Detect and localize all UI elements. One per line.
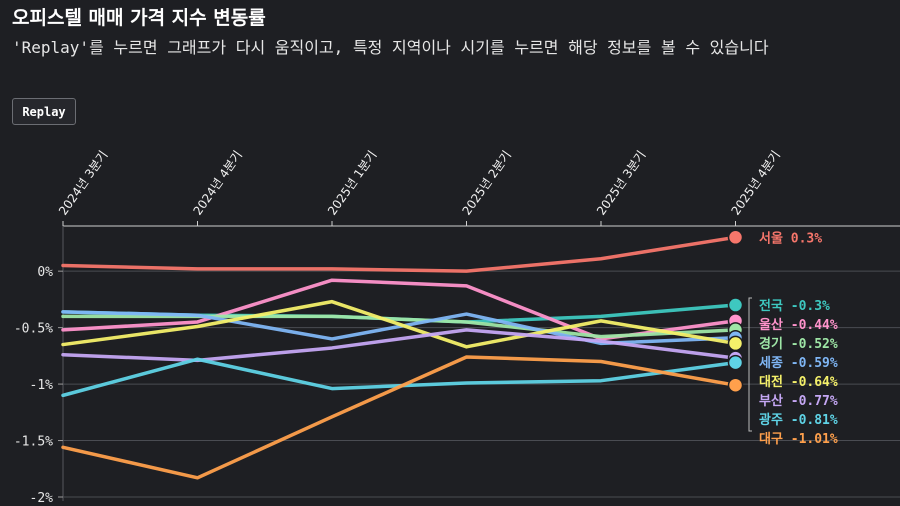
page-title: 오피스텔 매매 가격 지수 변동률	[12, 7, 266, 29]
series-line[interactable]	[61, 328, 738, 363]
series-line[interactable]	[61, 355, 738, 480]
series-value: -0.77%	[791, 394, 838, 409]
label-bracket	[748, 297, 752, 432]
series-end-label[interactable]: 경기 -0.52%	[759, 336, 838, 352]
series-line[interactable]	[61, 299, 738, 349]
series-end-dot[interactable]	[727, 377, 744, 393]
series-end-label[interactable]: 광주 -0.81%	[759, 413, 838, 428]
series-end-label[interactable]: 울산 -0.44%	[759, 317, 838, 333]
series-value: -0.44%	[791, 318, 838, 333]
series-name: 대구	[759, 432, 791, 447]
series-line[interactable]	[61, 235, 738, 273]
x-tick-label[interactable]: 2025년 1분기	[325, 148, 380, 218]
series-name: 부산	[759, 393, 791, 409]
series-end-label[interactable]: 서울 0.3%	[759, 230, 822, 246]
x-axis: 2024년 3분기 2024년 4분기 2025년 1분기 2025년 2분기 2025…	[56, 148, 783, 226]
series-name: 대전	[759, 374, 791, 390]
series-value: -0.64%	[791, 375, 838, 390]
series-name: 서울	[759, 230, 791, 246]
y-tick-label: -0.5%	[14, 322, 53, 337]
series-value: -0.52%	[791, 337, 838, 352]
series-end-dot[interactable]	[727, 229, 744, 246]
series-value: -0.3%	[791, 299, 830, 314]
series-end-dot[interactable]	[727, 297, 744, 313]
y-tick-label: 0%	[37, 265, 53, 280]
end-labels: 서울 0.3%전국 -0.3%울산 -0.44%경기 -0.52%세종 -0.5…	[748, 230, 838, 447]
series-value: -0.81%	[791, 413, 838, 428]
series-end-label[interactable]: 부산 -0.77%	[759, 393, 838, 409]
series-name: 울산	[759, 317, 791, 333]
y-tick-label: -1%	[30, 378, 54, 393]
series-name: 경기	[759, 336, 791, 352]
y-tick-label: -1.5%	[14, 435, 53, 450]
series-end-dot[interactable]	[727, 354, 744, 371]
series-line[interactable]	[61, 357, 738, 398]
series-end-dot[interactable]	[727, 335, 744, 352]
x-tick-label[interactable]: 2025년 2분기	[459, 148, 514, 218]
page-subtitle: 'Replay'를 누르면 그래프가 다시 움직이고, 특정 지역이나 시기를 …	[12, 38, 769, 57]
x-tick-label[interactable]: 2025년 3분기	[594, 148, 649, 218]
x-tick-label[interactable]: 2024년 4분기	[190, 148, 245, 218]
x-tick-label[interactable]: 2025년 4분기	[728, 148, 783, 218]
series-end-label[interactable]: 대구 -1.01%	[759, 432, 838, 447]
series-name: 광주	[759, 413, 791, 428]
x-tick-label[interactable]: 2024년 3분기	[56, 148, 111, 218]
series-layer	[61, 229, 744, 480]
series-name: 세종	[759, 356, 791, 371]
y-tick-label: -2%	[30, 491, 54, 506]
series-value: -1.01%	[791, 432, 838, 447]
series-value: 0.3%	[791, 231, 822, 246]
series-name: 전국	[759, 298, 791, 314]
series-end-label[interactable]: 세종 -0.59%	[759, 356, 838, 371]
series-end-label[interactable]: 전국 -0.3%	[759, 298, 830, 314]
series-value: -0.59%	[791, 356, 838, 371]
y-axis: 0% -0.5% -1% -1.5% -2%	[14, 265, 63, 506]
series-end-label[interactable]: 대전 -0.64%	[759, 374, 838, 390]
replay-button[interactable]: Replay	[12, 98, 76, 125]
